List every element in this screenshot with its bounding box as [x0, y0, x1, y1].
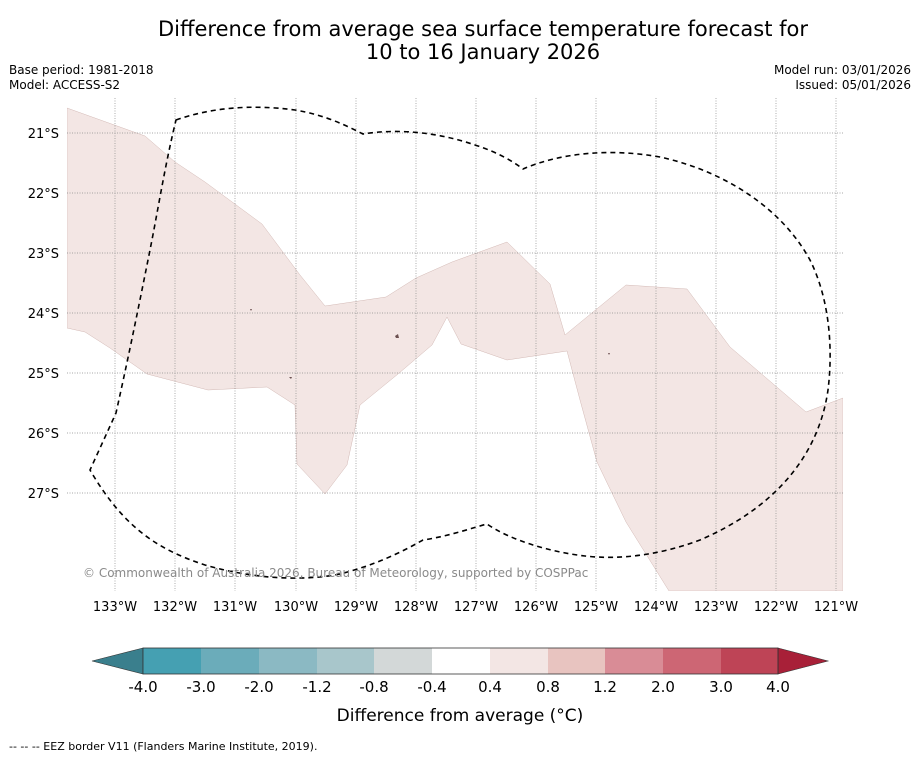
colorbar-tick: 1.2: [593, 678, 617, 696]
model-run: Model run: 03/01/2026: [773, 63, 911, 77]
eez-border: [89, 106, 831, 579]
lon-label: 121°W: [814, 600, 858, 615]
lon-label: 132°W: [153, 600, 197, 615]
anomaly-region-main: [67, 107, 843, 591]
lon-label: 127°W: [454, 600, 498, 615]
lon-label: 126°W: [514, 600, 558, 615]
lon-labels: 133°W 132°W 131°W 130°W 129°W 128°W 127°…: [93, 600, 858, 615]
anomaly-regions: [67, 107, 843, 591]
colorbar-segment: [259, 648, 317, 674]
lat-label: 22°S: [28, 187, 59, 202]
colorbar-tick: -4.0: [128, 678, 157, 696]
anomaly-speck-3: [289, 377, 292, 379]
map-title: Difference from average sea surface temp…: [0, 18, 919, 64]
anomaly-speck-4: [608, 353, 610, 355]
colorbar-tick: -1.2: [302, 678, 331, 696]
lon-label: 123°W: [694, 600, 738, 615]
colorbar-segment: [201, 648, 259, 674]
lon-label: 130°W: [274, 600, 318, 615]
lon-label: 124°W: [634, 600, 678, 615]
colorbar-tick: -3.0: [186, 678, 215, 696]
colorbar-segment: [374, 648, 432, 674]
colorbar-tick: -0.4: [417, 678, 446, 696]
colorbar-segment: [490, 648, 548, 674]
colorbar-segment: [663, 648, 721, 674]
colorbar-tick: 0.4: [478, 678, 502, 696]
colorbar-segment: [432, 648, 490, 674]
issued-date: Issued: 05/01/2026: [795, 78, 911, 92]
colorbar-tick: 3.0: [709, 678, 733, 696]
lat-label: 27°S: [28, 487, 59, 502]
title-line-2: 10 to 16 January 2026: [365, 40, 601, 64]
lon-label: 122°W: [754, 600, 798, 615]
lat-label: 25°S: [28, 367, 59, 382]
colorbar-low-extension: [91, 647, 144, 675]
colorbar-tick: 2.0: [651, 678, 675, 696]
colorbar-ticks: -4.0 -3.0 -2.0 -1.2 -0.8 -0.4 0.4 0.8 1.…: [128, 678, 790, 696]
colorbar-tick: -2.0: [244, 678, 273, 696]
lon-label: 125°W: [574, 600, 618, 615]
colorbar-label: Difference from average (°C): [337, 706, 584, 726]
graticule: [67, 98, 843, 591]
colorbar: -4.0 -3.0 -2.0 -1.2 -0.8 -0.4 0.4 0.8 1.…: [91, 647, 830, 726]
colorbar-segment: [548, 648, 605, 674]
lat-label: 26°S: [28, 427, 59, 442]
anomaly-speck-1: [395, 334, 399, 338]
map-area: © Commonwealth of Australia 2026, Bureau…: [67, 98, 843, 591]
lat-label: 24°S: [28, 307, 59, 322]
colorbar-segment: [143, 648, 201, 674]
base-period: Base period: 1981-2018: [9, 63, 154, 77]
lon-label: 128°W: [394, 600, 438, 615]
colorbar-outline: [142, 647, 779, 675]
lat-labels: 21°S 22°S 23°S 24°S 25°S 26°S 27°S: [28, 127, 59, 502]
colorbar-segment: [605, 648, 663, 674]
copyright-text: © Commonwealth of Australia 2026, Bureau…: [83, 566, 588, 580]
lat-label: 23°S: [28, 247, 59, 262]
lat-label: 21°S: [28, 127, 59, 142]
meta-right: Model run: 03/01/2026 Issued: 05/01/2026: [774, 63, 911, 93]
colorbar-tick: 4.0: [766, 678, 790, 696]
colorbar-segment: [721, 648, 778, 674]
meta-left: Base period: 1981-2018 Model: ACCESS-S2: [9, 63, 154, 93]
lon-label: 129°W: [334, 600, 378, 615]
lon-label: 131°W: [213, 600, 257, 615]
eez-footnote: -- -- -- EEZ border V11 (Flanders Marine…: [9, 740, 318, 753]
anomaly-speck-2: [250, 309, 252, 311]
colorbar-tick: 0.8: [536, 678, 560, 696]
colorbar-segment: [317, 648, 374, 674]
model-name: Model: ACCESS-S2: [9, 78, 121, 92]
colorbar-tick: -0.8: [359, 678, 388, 696]
lon-label: 133°W: [93, 600, 137, 615]
colorbar-high-extension: [777, 647, 830, 675]
title-line-1: Difference from average sea surface temp…: [158, 17, 808, 41]
